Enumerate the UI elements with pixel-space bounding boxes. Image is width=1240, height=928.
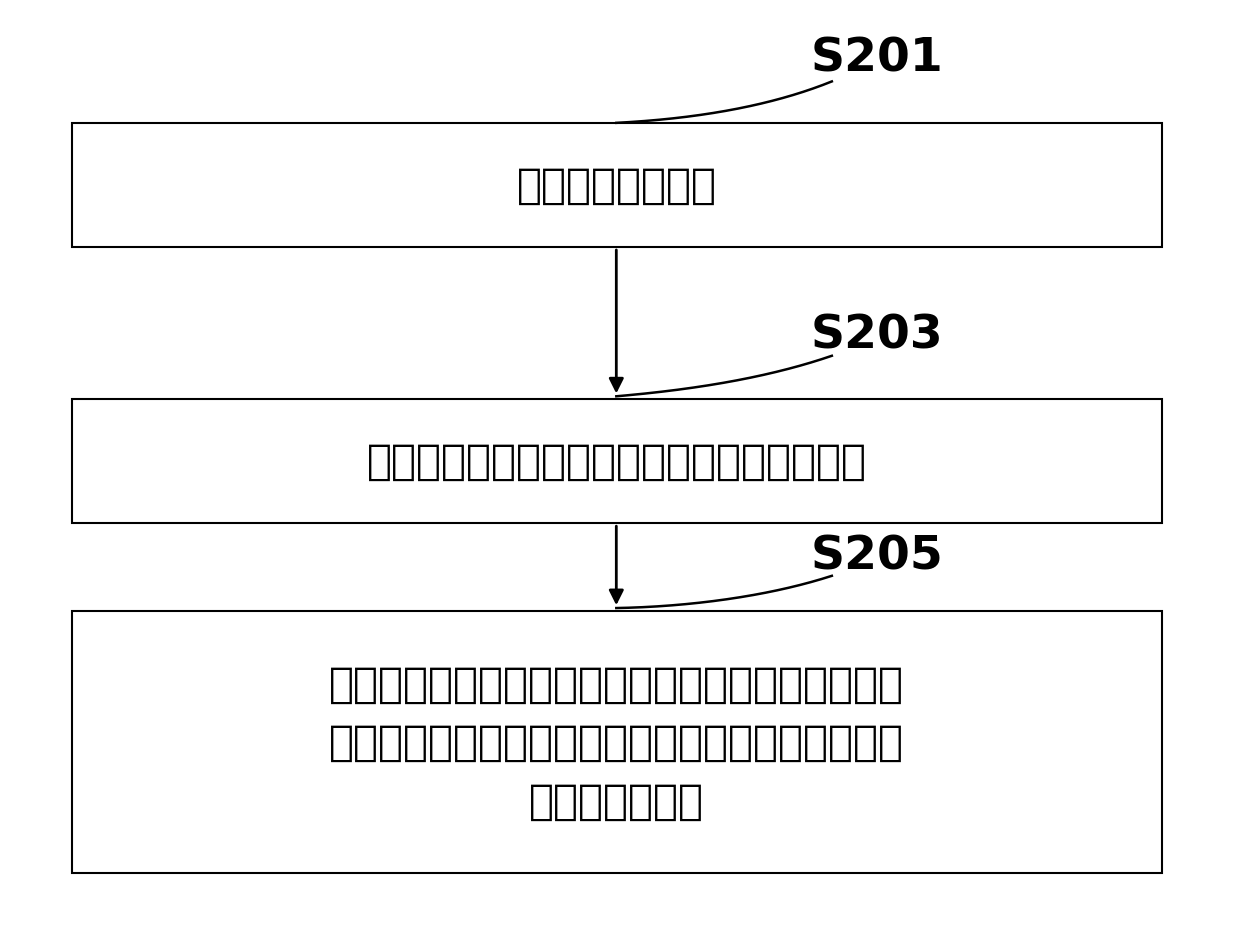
Text: S203: S203: [811, 313, 944, 357]
Text: 基于第二配置信息，向服务端侧上报运行信息: 基于第二配置信息，向服务端侧上报运行信息: [367, 441, 867, 483]
FancyBboxPatch shape: [72, 123, 1162, 248]
Text: S201: S201: [811, 37, 944, 82]
Text: S205: S205: [811, 534, 944, 578]
FancyBboxPatch shape: [72, 400, 1162, 523]
Text: 当服务端侧确定对在终端侧节点中运行的第一容器进
行调整时，根据对第一容器的调整方案，对第一容器
的运行进行调整: 当服务端侧确定对在终端侧节点中运行的第一容器进 行调整时，根据对第一容器的调整方…: [330, 663, 904, 821]
Text: 确定第二配置信息: 确定第二配置信息: [517, 165, 717, 207]
FancyBboxPatch shape: [72, 612, 1162, 873]
